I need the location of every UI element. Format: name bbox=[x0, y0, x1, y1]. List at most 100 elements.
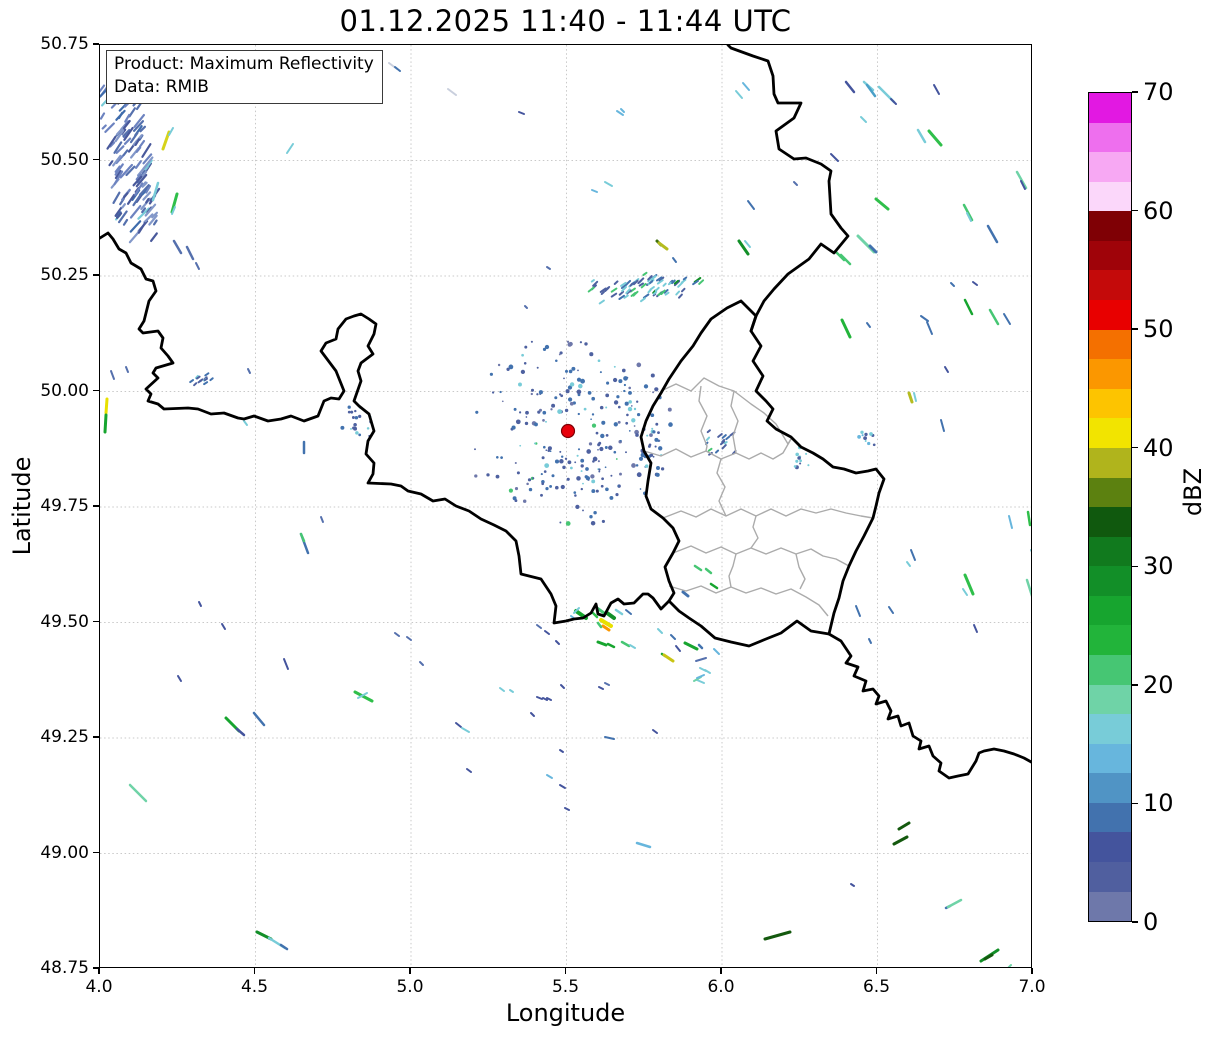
echo-speckle bbox=[619, 439, 622, 442]
colorbar-tick bbox=[1132, 684, 1138, 686]
echo-streak bbox=[888, 606, 894, 614]
y-tick-label: 50.00 bbox=[40, 380, 89, 401]
echo-speckle bbox=[571, 366, 576, 371]
echo-dash bbox=[141, 181, 147, 188]
echo-speckle bbox=[584, 475, 589, 479]
echo-cluster-nw-noise-band bbox=[100, 84, 161, 244]
colorbar-tick bbox=[1132, 91, 1138, 93]
echo-dash bbox=[630, 291, 637, 297]
echo-speckle bbox=[560, 484, 565, 490]
echo-speckle bbox=[667, 407, 672, 412]
echo-dash bbox=[101, 124, 107, 130]
echo-dash bbox=[677, 281, 684, 288]
x-tick-label: 5.0 bbox=[396, 977, 424, 997]
echo-speckle bbox=[647, 444, 651, 448]
echo-dash bbox=[650, 275, 657, 281]
echo-dash bbox=[108, 160, 114, 167]
echo-streak-layer bbox=[103, 62, 1031, 967]
echo-streak bbox=[670, 634, 676, 640]
echo-speckle bbox=[860, 430, 864, 434]
echo-speckle bbox=[606, 381, 610, 385]
echo-streak bbox=[151, 181, 160, 202]
colorbar-tick-label: 40 bbox=[1143, 433, 1174, 462]
echo-streak bbox=[713, 648, 720, 655]
echo-speckle bbox=[585, 467, 589, 471]
echo-dash bbox=[642, 271, 648, 276]
echo-speckle bbox=[567, 385, 573, 390]
echo-dash bbox=[118, 210, 128, 224]
echo-speckle bbox=[557, 409, 562, 414]
echo-speckle bbox=[613, 450, 617, 454]
echo-streak bbox=[657, 241, 669, 251]
echo-speckle bbox=[543, 470, 547, 473]
echo-speckle bbox=[354, 409, 357, 413]
y-tick-label: 50.75 bbox=[40, 34, 89, 54]
echo-speckle bbox=[501, 400, 504, 403]
echo-streak bbox=[946, 898, 963, 909]
echo-speckle bbox=[864, 432, 868, 437]
echo-speckle bbox=[525, 416, 528, 418]
echo-streak bbox=[128, 783, 148, 803]
echo-speckle bbox=[636, 400, 639, 403]
echo-cluster-layer bbox=[100, 84, 876, 526]
echo-speckle bbox=[636, 412, 641, 417]
echo-speckle bbox=[565, 389, 570, 394]
echo-speckle bbox=[633, 425, 636, 427]
echo-speckle bbox=[799, 462, 802, 465]
echo-speckle bbox=[863, 436, 867, 440]
echo-dash bbox=[116, 212, 123, 219]
echo-dash bbox=[621, 286, 627, 292]
echo-streak bbox=[742, 82, 750, 91]
echo-speckle bbox=[533, 442, 536, 445]
echo-dash bbox=[600, 291, 605, 295]
echo-speckle bbox=[511, 425, 516, 430]
echo-speckle bbox=[655, 422, 659, 426]
echo-dash bbox=[193, 382, 198, 387]
colorbar-segment bbox=[1089, 536, 1131, 567]
echo-streak bbox=[546, 774, 553, 779]
echo-speckle bbox=[540, 493, 543, 497]
echo-dash bbox=[195, 374, 199, 379]
echo-streak bbox=[897, 821, 911, 831]
echo-speckle bbox=[547, 449, 551, 452]
echo-dash bbox=[649, 279, 654, 284]
echo-streak bbox=[1003, 313, 1011, 325]
echo-streak bbox=[235, 727, 246, 737]
echo-dash bbox=[121, 203, 126, 209]
echo-speckle bbox=[805, 452, 808, 455]
echo-speckle bbox=[586, 449, 592, 454]
echo-streak bbox=[1030, 549, 1031, 553]
echo-speckle bbox=[355, 431, 359, 435]
echo-speckle bbox=[654, 387, 659, 392]
echo-dash bbox=[114, 129, 125, 143]
echo-streak bbox=[910, 549, 916, 561]
echo-speckle bbox=[656, 466, 660, 470]
echo-speckle bbox=[568, 369, 573, 374]
echo-streak bbox=[950, 282, 955, 287]
echo-streak bbox=[913, 392, 917, 402]
echo-speckle bbox=[635, 433, 639, 437]
echo-streak bbox=[544, 630, 550, 635]
echo-speckle bbox=[539, 408, 542, 412]
echo-streak bbox=[601, 624, 611, 632]
echo-speckle bbox=[523, 362, 527, 365]
echo-dash bbox=[133, 113, 146, 128]
echo-speckle bbox=[867, 441, 871, 446]
echo-streak bbox=[735, 90, 743, 99]
echo-speckle bbox=[605, 434, 609, 437]
echo-speckle bbox=[545, 486, 549, 491]
echo-dash bbox=[104, 122, 115, 134]
echo-speckle bbox=[582, 482, 584, 485]
echo-streak bbox=[530, 712, 535, 717]
echo-speckle bbox=[576, 454, 579, 457]
echo-streak bbox=[104, 397, 109, 415]
echo-dash bbox=[599, 287, 607, 293]
echo-speckle bbox=[590, 418, 592, 421]
echo-speckle bbox=[520, 369, 526, 375]
echo-speckle bbox=[559, 450, 562, 453]
echo-speckle bbox=[630, 405, 633, 407]
echo-streak bbox=[944, 366, 949, 373]
echo-streak bbox=[605, 611, 616, 620]
echo-streak bbox=[906, 561, 911, 567]
